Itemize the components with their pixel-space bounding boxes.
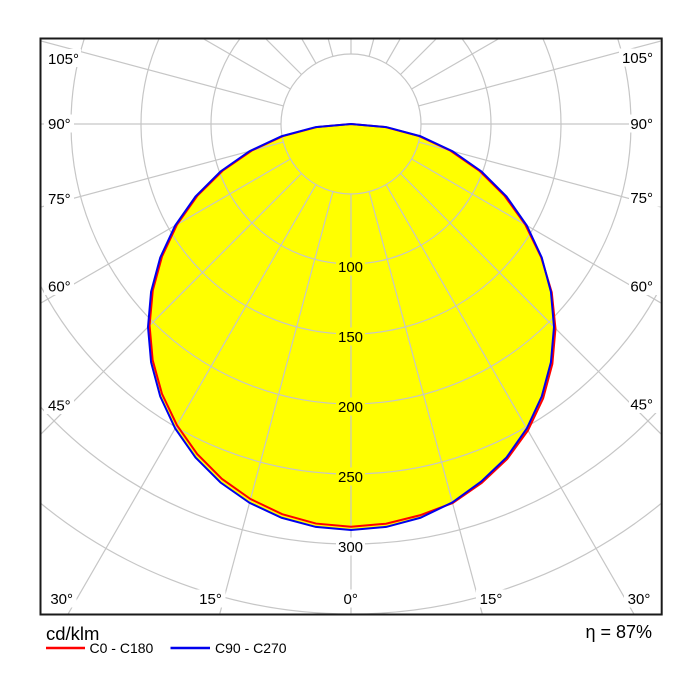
- svg-text:90°: 90°: [48, 116, 71, 133]
- svg-text:15°: 15°: [480, 591, 503, 608]
- svg-text:60°: 60°: [630, 279, 653, 296]
- svg-text:cd/klm: cd/klm: [46, 623, 99, 644]
- svg-text:300: 300: [338, 539, 363, 556]
- svg-text:150: 150: [338, 329, 363, 346]
- svg-text:200: 200: [338, 399, 363, 416]
- svg-text:45°: 45°: [48, 398, 71, 415]
- svg-text:75°: 75°: [630, 190, 653, 207]
- svg-text:105°: 105°: [48, 51, 79, 68]
- svg-text:15°: 15°: [199, 591, 222, 608]
- svg-text:45°: 45°: [630, 397, 653, 414]
- svg-text:250: 250: [338, 469, 363, 486]
- svg-text:90°: 90°: [630, 116, 653, 133]
- svg-text:30°: 30°: [628, 591, 651, 608]
- svg-text:30°: 30°: [50, 591, 73, 608]
- svg-text:105°: 105°: [622, 50, 653, 67]
- svg-text:C90 - C270: C90 - C270: [215, 640, 287, 656]
- svg-text:C0 - C180: C0 - C180: [90, 640, 154, 656]
- svg-text:60°: 60°: [48, 279, 71, 296]
- svg-text:75°: 75°: [48, 191, 71, 208]
- svg-text:100: 100: [338, 259, 363, 276]
- svg-text:0°: 0°: [344, 591, 358, 608]
- svg-text:η = 87%: η = 87%: [585, 622, 652, 642]
